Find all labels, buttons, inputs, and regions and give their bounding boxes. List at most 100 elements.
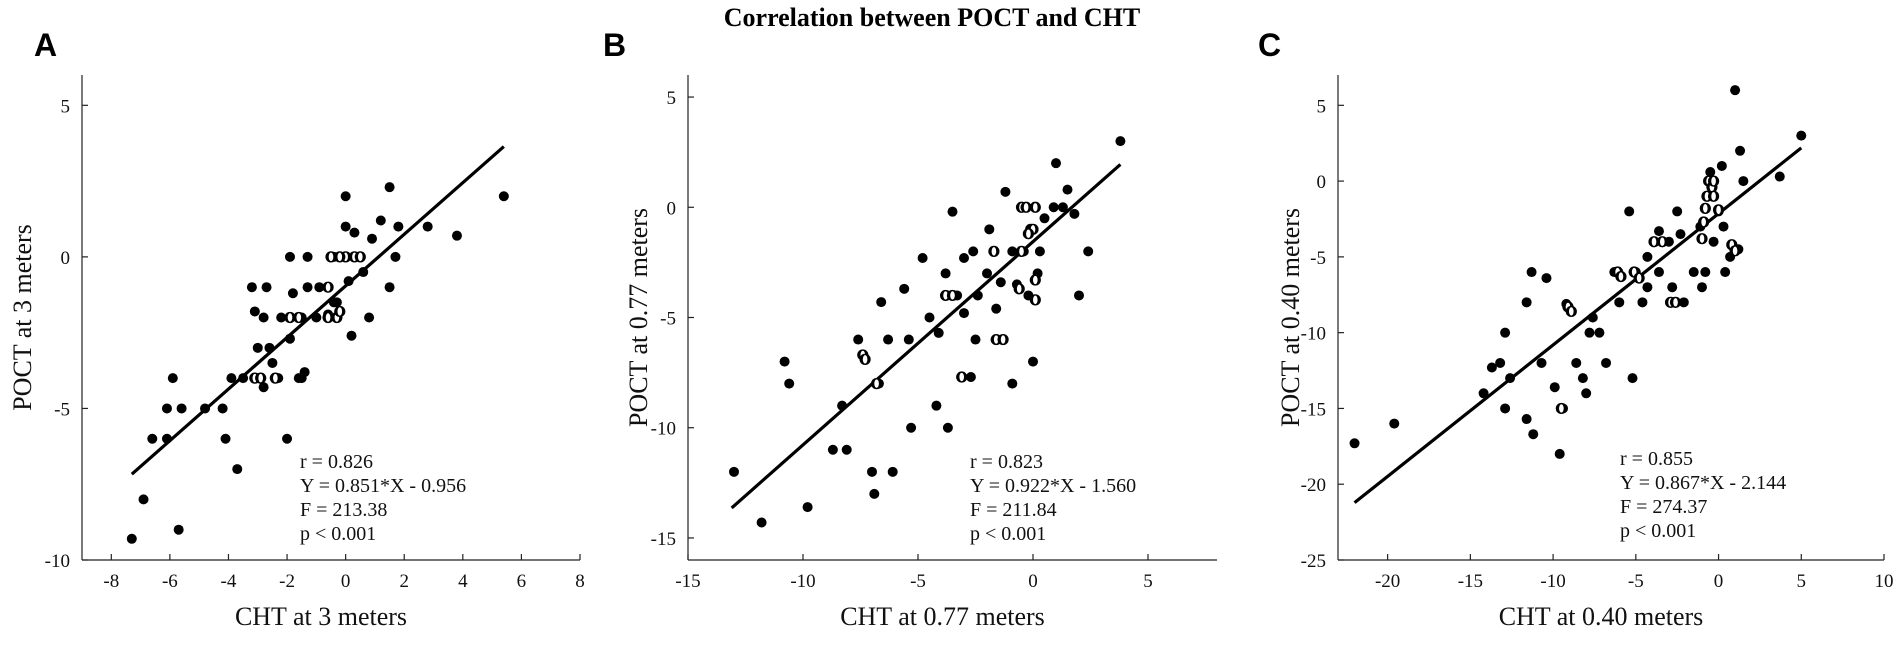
y-tick-label: 0 (1317, 172, 1327, 193)
x-tick-label: -15 (675, 571, 700, 592)
data-point (1039, 213, 1050, 224)
data-point (995, 277, 1006, 288)
data-point (1624, 206, 1635, 217)
data-point (358, 267, 369, 278)
data-point-overlap-center (1659, 237, 1665, 246)
data-point (841, 444, 852, 455)
y-axis-label: POCT at 0.40 meters (1276, 208, 1305, 427)
data-point (924, 312, 935, 323)
stat-annotation: p < 0.001 (970, 523, 1046, 545)
data-point (1389, 418, 1400, 429)
data-point (1536, 357, 1547, 368)
data-point (1675, 229, 1686, 240)
data-point (959, 308, 969, 319)
data-point (287, 288, 298, 299)
x-tick-label: 6 (517, 571, 527, 592)
data-point (1007, 246, 1018, 257)
x-tick-label: -15 (1458, 571, 1483, 592)
stat-annotation: r = 0.823 (970, 451, 1043, 473)
data-point (1718, 221, 1729, 232)
data-point (367, 233, 378, 244)
stat-annotation: Y = 0.922*X - 1.560 (970, 475, 1136, 497)
data-point (1735, 145, 1746, 156)
data-point (161, 433, 172, 444)
regression-line (730, 163, 1122, 510)
data-point (1653, 267, 1664, 278)
stat-annotation: F = 213.38 (300, 499, 387, 521)
data-point (1587, 312, 1598, 323)
x-tick-label: 0 (1714, 571, 1724, 592)
data-point (261, 282, 272, 293)
x-tick-label: 10 (1875, 571, 1894, 592)
data-point (217, 403, 228, 414)
data-point (1521, 297, 1532, 308)
y-tick-label: 5 (1317, 96, 1327, 117)
data-point (161, 403, 172, 414)
data-point-overlap-center (1559, 404, 1564, 413)
panel-a: A -8 -6 -4 -2 0 2 4 6 8 -10 -5 0 5 CHT at 3 meters POCT… (8, 27, 585, 631)
data-point-overlap-center (1019, 247, 1024, 256)
panel-c: C -20 -15 -10 -5 0 5 10 -25 -20 -15 -10 -5 0 5 CHT at 0… (1258, 27, 1894, 631)
data-point (1007, 378, 1018, 389)
data-point (1672, 206, 1683, 217)
data-point (328, 297, 339, 308)
x-tick-label: -10 (1540, 571, 1565, 592)
data-point (1554, 448, 1565, 459)
data-point (284, 333, 295, 344)
stat-annotation: p < 0.001 (1620, 520, 1696, 542)
stat-annotation: r = 0.826 (300, 451, 373, 473)
data-point-overlap-center (950, 291, 955, 300)
data-point (1796, 130, 1807, 141)
x-axis-label: CHT at 3 meters (235, 602, 407, 631)
data-point (422, 221, 433, 232)
data-point-overlap-center (1000, 335, 1006, 344)
data-point (343, 276, 354, 287)
data-point (346, 330, 357, 341)
data-point (1115, 136, 1126, 147)
data-point (729, 466, 739, 477)
data-point (906, 422, 917, 433)
data-point (1774, 171, 1785, 182)
data-point (883, 334, 894, 345)
data-point (349, 227, 360, 238)
data-point (1048, 202, 1059, 213)
data-point (282, 433, 293, 444)
data-point (867, 466, 877, 477)
y-tick-label: -15 (651, 529, 676, 550)
y-tick-label: -25 (1301, 551, 1326, 572)
data-point-overlap-center (328, 252, 334, 262)
x-tick-label: -5 (910, 571, 926, 592)
data-point-overlap-center (1704, 192, 1710, 201)
data-point (1653, 226, 1664, 237)
x-tick-label: 2 (399, 571, 409, 592)
y-tick-label: -10 (1301, 324, 1326, 345)
x-tick-label: -5 (1628, 571, 1644, 592)
data-point-overlap-center (325, 313, 331, 322)
data-point (1549, 382, 1560, 393)
data-point (972, 290, 983, 301)
data-point-overlap-center (357, 252, 363, 262)
data-point-overlap-center (1033, 203, 1038, 212)
data-point (965, 372, 976, 383)
x-tick-label: 0 (1028, 571, 1038, 592)
data-point (903, 334, 914, 345)
data-point (258, 382, 269, 393)
data-point (284, 251, 295, 262)
y-tick-label: -15 (1301, 399, 1326, 420)
data-point-overlap-center (1016, 284, 1022, 294)
data-point (220, 433, 231, 444)
data-point (1528, 429, 1539, 440)
data-point (267, 357, 278, 368)
data-point (756, 517, 767, 528)
x-tick-label: 8 (575, 571, 585, 592)
data-point (1500, 403, 1511, 414)
data-point-overlap-center (1651, 237, 1657, 246)
figure-title: Correlation between POCT and CHT (724, 3, 1140, 32)
y-tick-label: -5 (54, 399, 70, 420)
data-point (451, 230, 462, 241)
data-point (311, 312, 322, 323)
data-point (1720, 267, 1731, 278)
data-point (249, 306, 260, 317)
data-point-overlap-center (337, 307, 343, 316)
data-point (917, 252, 928, 263)
